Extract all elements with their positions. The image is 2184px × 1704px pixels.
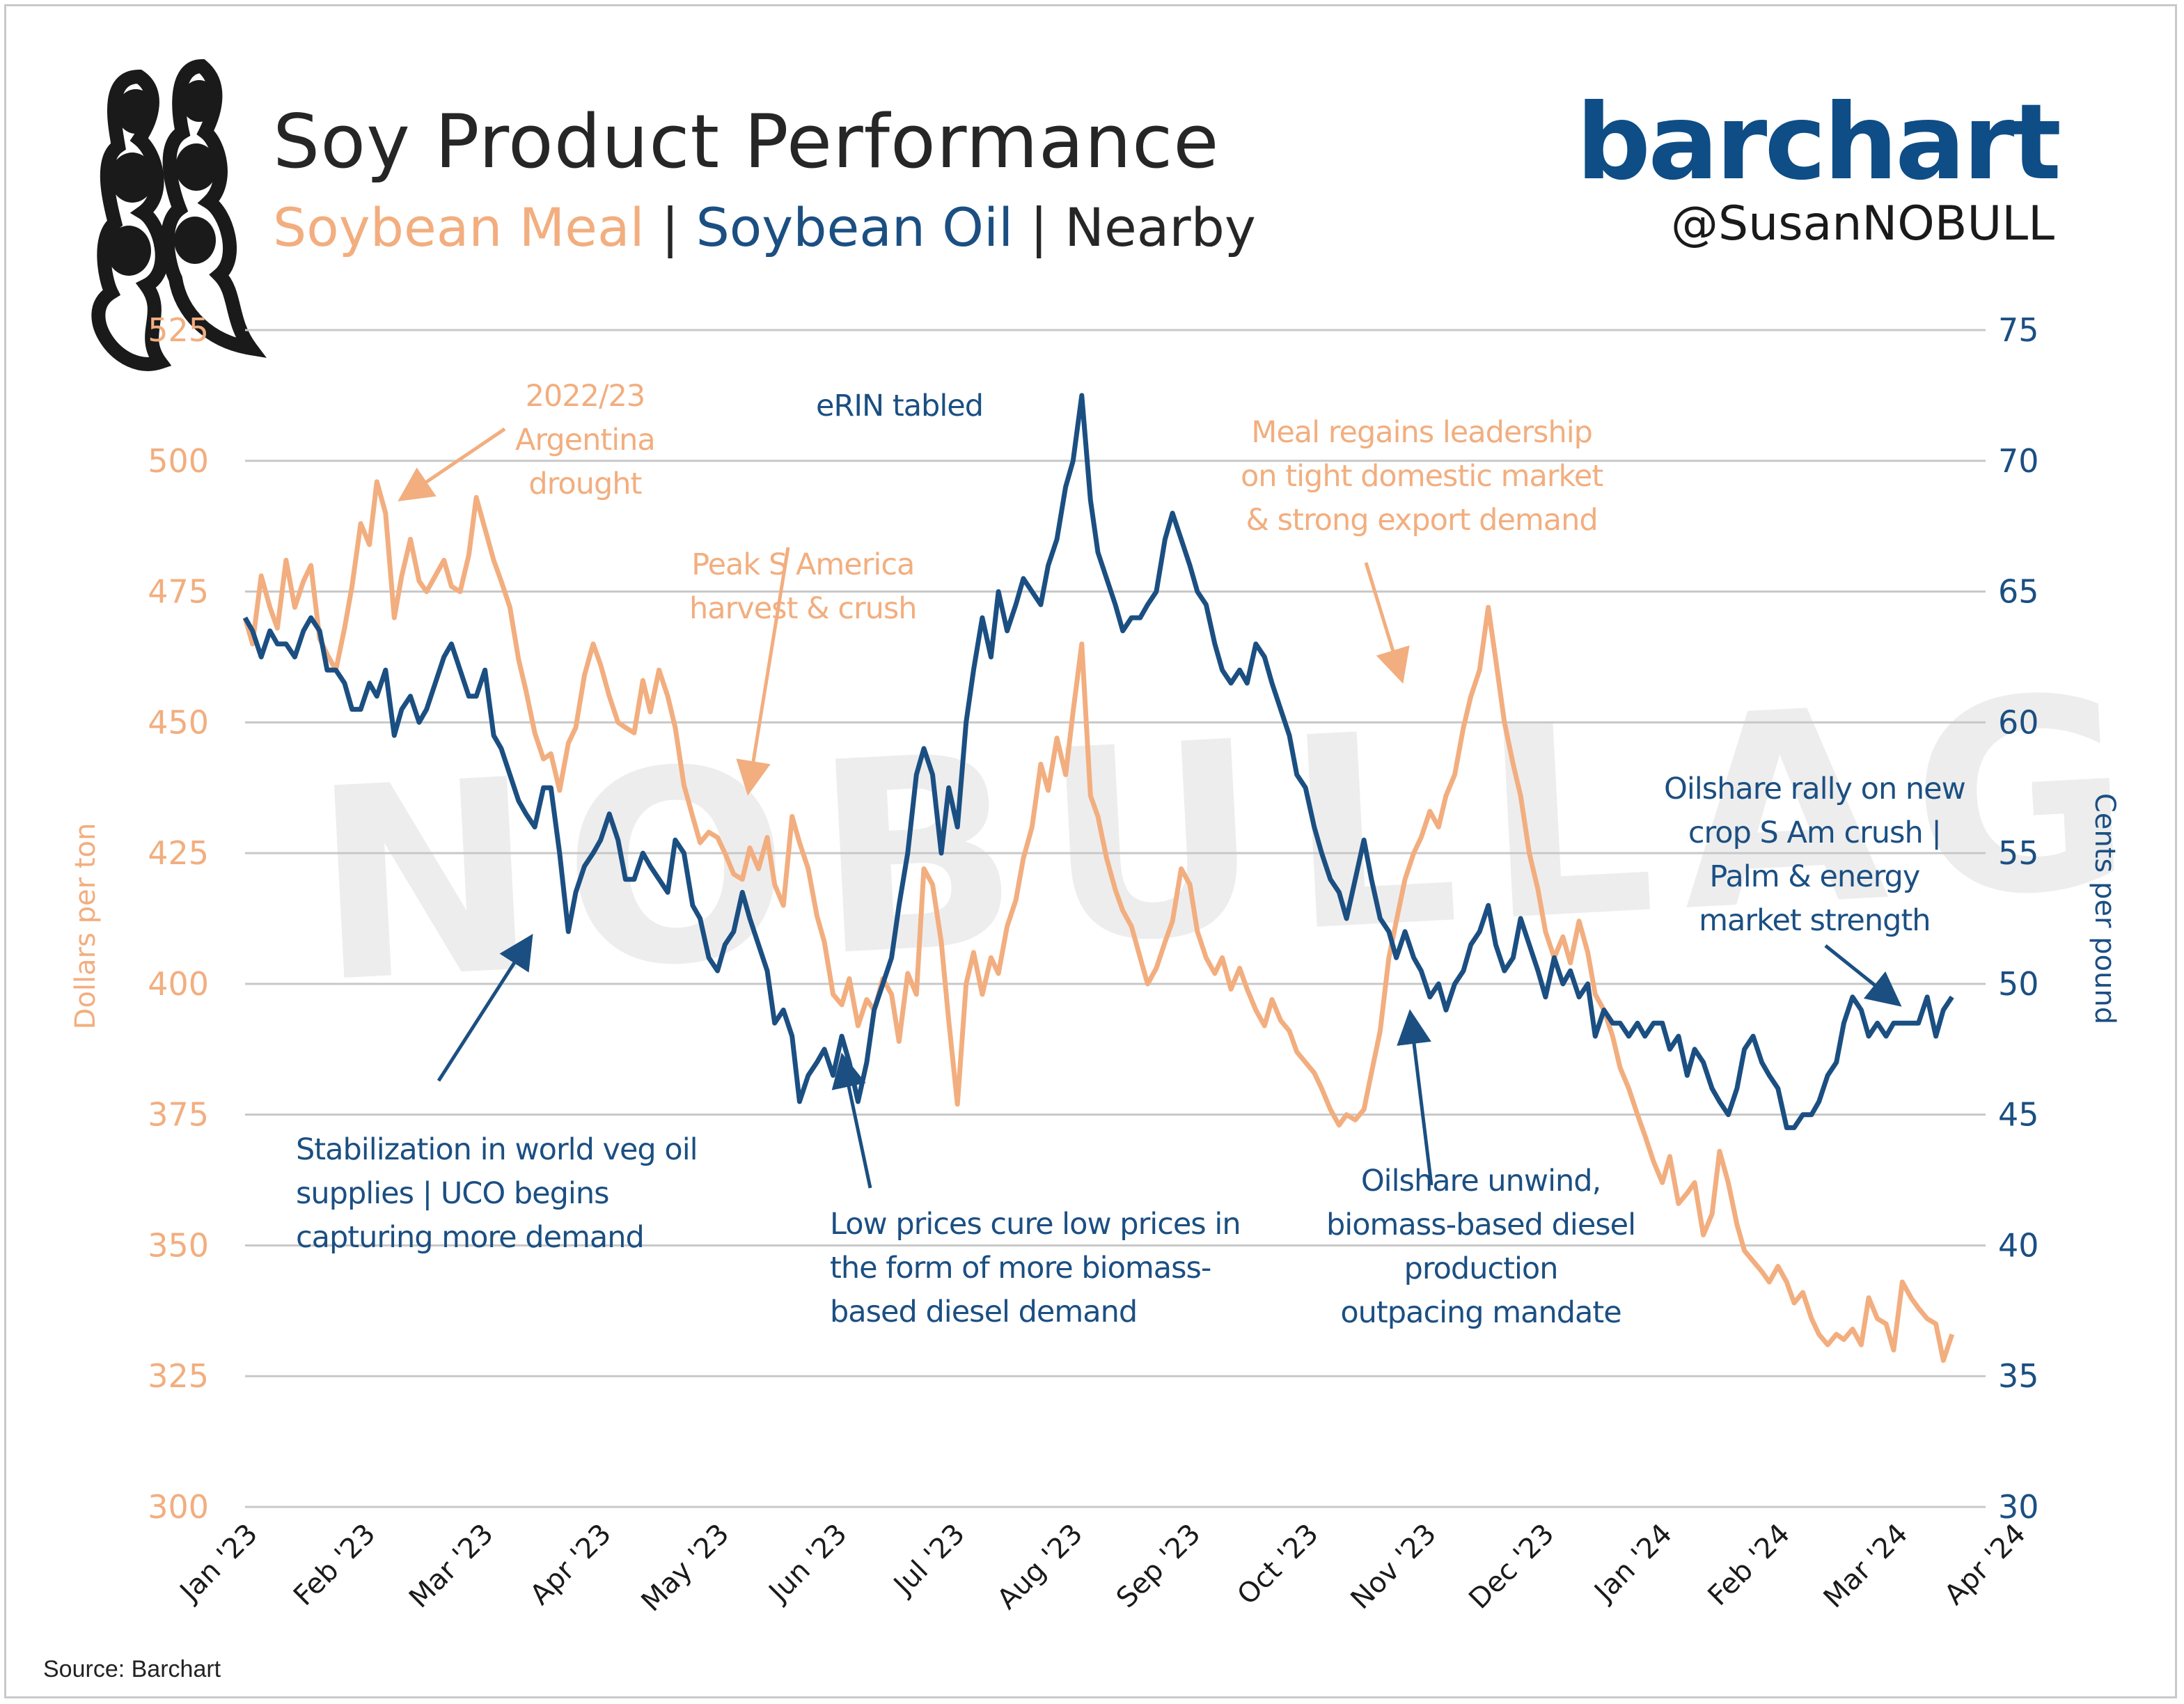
annotation-arrow bbox=[736, 547, 790, 796]
x-tick-label: Jun '23 bbox=[762, 1518, 854, 1610]
left-axis: 525 500 475 450 425 400 375 350 325 300 bbox=[148, 311, 209, 1526]
subtitle-meal: Soybean Meal bbox=[273, 196, 645, 258]
y-tick-label-left: 500 bbox=[148, 442, 209, 480]
annotation-meal-regains: Meal regains leadership on tight domesti… bbox=[1241, 415, 1603, 538]
x-axis: Jan '23 Feb '23 Mar '23 Apr '23 May '23 Jun '… bbox=[173, 1518, 2032, 1618]
x-tick-label: May '23 bbox=[636, 1518, 736, 1618]
annotation-argentina: 2022/23 Argentina drought bbox=[515, 379, 656, 501]
series-line-soybean-oil bbox=[242, 393, 1954, 1130]
y-tick-label-left: 525 bbox=[148, 311, 209, 349]
annotation-erin: eRIN tabled bbox=[816, 389, 984, 423]
y-tick-label-right: 70 bbox=[1998, 442, 2039, 480]
subtitle-oil: Soybean Oil bbox=[696, 196, 1014, 258]
annotation-peak-sa: Peak S America harvest & crush bbox=[689, 547, 918, 626]
x-tick-label: Feb '23 bbox=[288, 1518, 382, 1612]
series-line-soybean-meal bbox=[242, 479, 1955, 1363]
annotation-arrow bbox=[1364, 562, 1410, 684]
y-tick-label-left: 425 bbox=[148, 834, 209, 872]
x-tick-label: Jul '23 bbox=[886, 1518, 971, 1603]
subtitle-separator: | bbox=[644, 196, 696, 258]
annotation-arrow bbox=[437, 933, 533, 1082]
y-tick-label-left: 300 bbox=[148, 1488, 209, 1526]
x-tick-label: Mar '24 bbox=[1818, 1518, 1915, 1615]
x-tick-label: Apr '23 bbox=[524, 1518, 618, 1611]
brand-logo: barchart bbox=[1576, 82, 2061, 203]
y-tick-label-right: 45 bbox=[1998, 1096, 2039, 1134]
annotation-arrow bbox=[1824, 944, 1902, 1007]
annotation-low-prices: Low prices cure low prices in the form o… bbox=[830, 1207, 1241, 1329]
x-tick-label: Jan '23 bbox=[173, 1518, 264, 1609]
subtitle-separator: | bbox=[1013, 196, 1065, 258]
y-tick-label-right: 65 bbox=[1998, 573, 2039, 611]
annotation-arrow bbox=[398, 427, 506, 502]
annotation-oilshare-rally: Oilshare rally on new crop S Am crush | … bbox=[1664, 772, 1966, 938]
right-axis: 75 70 65 60 55 50 45 40 35 30 bbox=[1998, 311, 2039, 1526]
x-tick-label: Apr '24 bbox=[1938, 1518, 2032, 1611]
y-tick-label-right: 40 bbox=[1998, 1226, 2039, 1264]
annotation-arrows bbox=[398, 427, 1902, 1189]
series-lines bbox=[242, 393, 1955, 1363]
y-tick-label-left: 450 bbox=[148, 703, 209, 741]
x-tick-label: Sep '23 bbox=[1110, 1518, 1207, 1615]
y-axis-label-right: Cents per pound bbox=[2089, 793, 2121, 1024]
page-title: Soy Product Performance bbox=[273, 99, 1220, 185]
soybean-pods-icon bbox=[91, 58, 267, 371]
annotation-stabilization: Stabilization in world veg oil supplies … bbox=[296, 1132, 698, 1255]
y-tick-label-left: 475 bbox=[148, 573, 209, 611]
y-axis-label-left: Dollars per ton bbox=[70, 823, 102, 1030]
annotation-oilshare-unwind: Oilshare unwind, biomass-based diesel pr… bbox=[1326, 1164, 1636, 1330]
subtitle-nearby: Nearby bbox=[1064, 196, 1256, 258]
gridlines bbox=[245, 329, 1986, 1508]
y-tick-label-right: 60 bbox=[1998, 703, 2039, 741]
author-handle: @SusanNOBULL bbox=[1670, 196, 2055, 251]
x-tick-label: Jan '24 bbox=[1587, 1518, 1679, 1609]
y-tick-label-left: 375 bbox=[148, 1096, 209, 1134]
annotation-arrow bbox=[1397, 1009, 1433, 1186]
y-tick-label-right: 30 bbox=[1998, 1488, 2039, 1526]
x-tick-label: Aug '23 bbox=[991, 1518, 1090, 1616]
annotation-arrow bbox=[831, 1052, 872, 1189]
x-tick-label: Mar '23 bbox=[403, 1518, 500, 1615]
chart-frame bbox=[4, 4, 2177, 1698]
x-tick-label: Dec '23 bbox=[1463, 1518, 1560, 1616]
page-subtitle: Soybean Meal | Soybean Oil | Nearby bbox=[273, 196, 1256, 258]
y-tick-label-right: 75 bbox=[1998, 311, 2039, 349]
x-tick-label: Nov '23 bbox=[1345, 1518, 1443, 1616]
y-tick-label-right: 35 bbox=[1998, 1357, 2039, 1395]
x-tick-label: Oct '23 bbox=[1232, 1518, 1325, 1611]
x-tick-label: Feb '24 bbox=[1702, 1518, 1796, 1612]
y-tick-label-right: 50 bbox=[1998, 965, 2039, 1003]
y-tick-label-left: 325 bbox=[148, 1357, 209, 1395]
y-tick-label-right: 55 bbox=[1998, 834, 2039, 872]
source-note: Source: Barchart bbox=[43, 1656, 221, 1682]
y-tick-label-left: 350 bbox=[148, 1226, 209, 1264]
y-tick-label-left: 400 bbox=[148, 965, 209, 1003]
